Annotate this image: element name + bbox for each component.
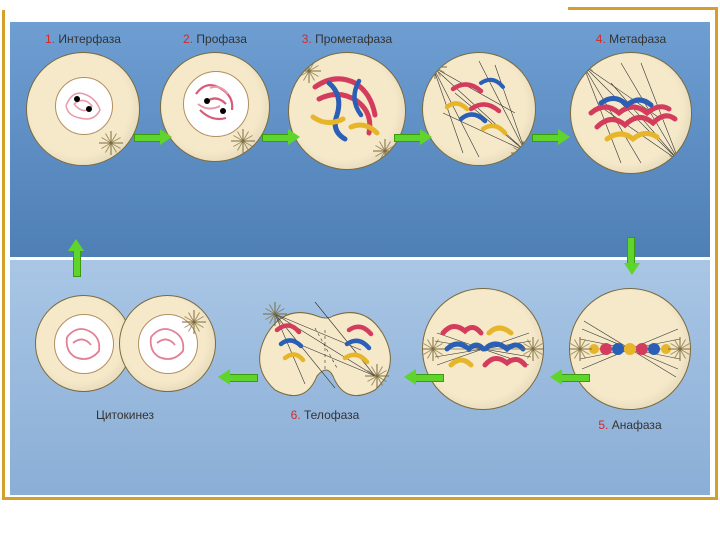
mitosis-diagram: 1. Интерфаза 2. Профаза (0, 0, 720, 540)
label-prometaphase: 3. Прометафаза (282, 32, 412, 46)
phase-anaphase: 5. Анафаза (560, 288, 700, 432)
cell-prometaphase (288, 52, 406, 170)
cell-late-anaphase (422, 288, 544, 410)
arrow-icon (402, 370, 442, 384)
cell-transition (422, 52, 536, 166)
cell-interphase (26, 52, 140, 166)
label-metaphase: 4. Метафаза (566, 32, 696, 46)
arrow-icon (69, 237, 83, 277)
cell-anaphase (569, 288, 691, 410)
label-telophase: 6. Телофаза (240, 408, 410, 422)
label-interphase: 1. Интерфаза (18, 32, 148, 46)
phase-prometaphase: 3. Прометафаза (282, 32, 412, 170)
arrow-icon (548, 370, 588, 384)
arrow-icon (532, 130, 572, 144)
arrow-icon (625, 237, 639, 277)
bottom-row: Цитокинез (10, 260, 710, 495)
phase-interphase: 1. Интерфаза (18, 32, 148, 166)
phase-transition (414, 52, 544, 166)
label-anaphase: 5. Анафаза (560, 418, 700, 432)
arrow-icon (262, 130, 302, 144)
phase-cytokinesis: Цитокинез (30, 290, 220, 422)
arrow-icon (394, 130, 434, 144)
phase-metaphase: 4. Метафаза (566, 32, 696, 174)
centrosome-icon (99, 131, 123, 155)
top-row: 1. Интерфаза 2. Профаза (10, 22, 710, 257)
label-cytokinesis: Цитокинез (30, 408, 220, 422)
cell-prophase (160, 52, 270, 162)
arrow-icon (134, 130, 174, 144)
cell-metaphase (570, 52, 692, 174)
label-prophase: 2. Профаза (150, 32, 280, 46)
phase-late-anaphase (418, 288, 548, 410)
arrow-icon (216, 370, 256, 384)
phase-telophase: 6. Телофаза (240, 280, 410, 422)
